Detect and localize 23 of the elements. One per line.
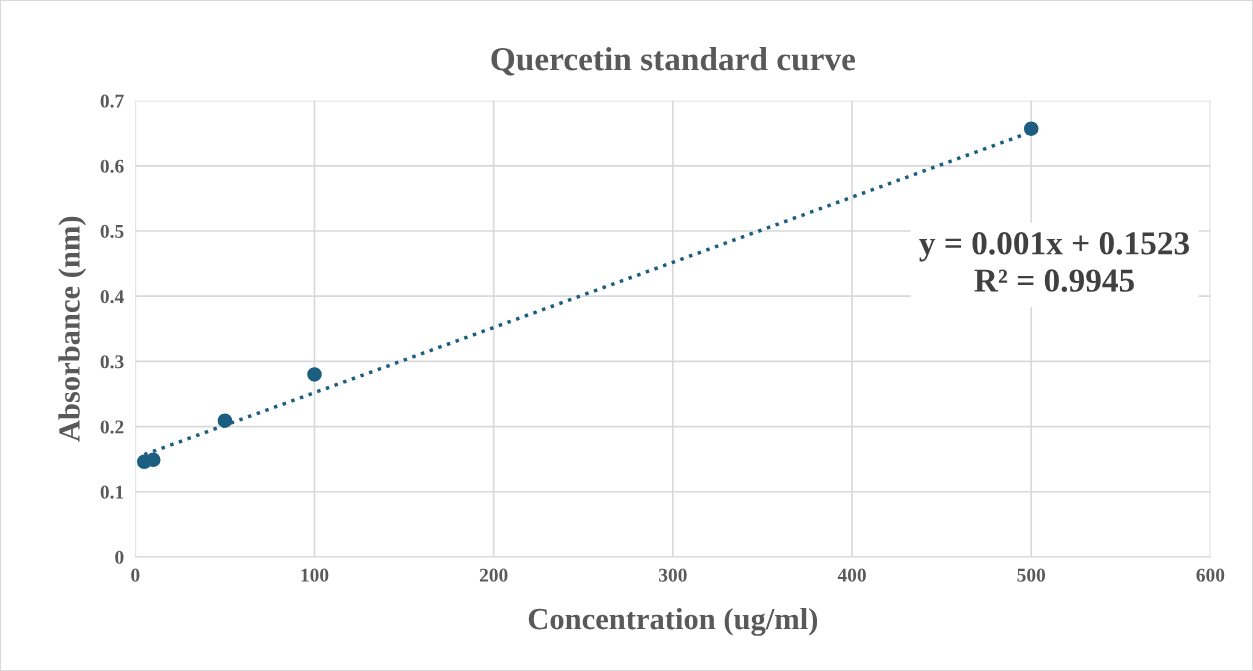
point: [145, 452, 161, 468]
y-axis-title: Absorbance (nm): [58, 216, 87, 442]
y-tick-label: 0: [115, 550, 124, 564]
chart-title: Quercetin standard curve: [491, 46, 856, 76]
x-axis-title: Concentration (ug/ml): [528, 607, 818, 636]
y-tick-label: 0.4: [100, 290, 124, 304]
y-tick-label: 0.2: [100, 420, 124, 434]
x-tick-label: 500: [1017, 568, 1046, 582]
annotation: y = 0.001x + 0.1523 R² = 0.9945: [919, 232, 1190, 292]
y-tick-label: 0.1: [100, 485, 124, 499]
point: [1023, 121, 1039, 136]
point: [217, 413, 233, 428]
point: [307, 367, 322, 382]
y-tick-label: 0.7: [100, 94, 124, 108]
x-tick-label: 600: [1196, 568, 1225, 582]
x-tick-label: 300: [659, 568, 687, 582]
y-tick-label: 0.3: [100, 355, 124, 369]
x-tick-label: 100: [301, 568, 329, 582]
x-tick-label: 200: [479, 568, 508, 582]
x-tick-label: 400: [837, 568, 866, 582]
y-tick-label: 0.5: [100, 224, 124, 239]
x-tick-label: 0: [131, 568, 140, 582]
y-tick-label: 0.6: [100, 159, 124, 173]
